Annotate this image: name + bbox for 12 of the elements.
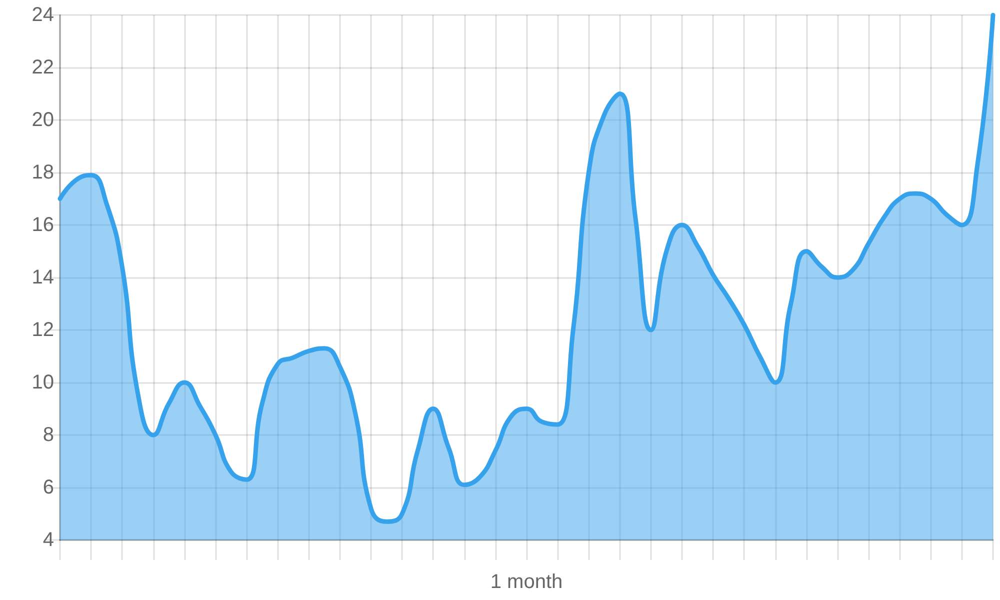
y-tick-label: 22: [32, 56, 54, 78]
y-tick-label: 12: [32, 319, 54, 341]
y-tick-label: 16: [32, 214, 54, 236]
y-tick-label: 8: [42, 424, 54, 446]
x-axis-title: 1 month: [490, 571, 563, 593]
y-tick-label: 14: [32, 266, 54, 288]
y-tick-label: 18: [32, 162, 54, 184]
y-tick-label: 24: [32, 4, 54, 26]
y-tick-label: 10: [32, 372, 54, 394]
y-tick-label: 4: [42, 529, 54, 551]
y-tick-label: 20: [32, 109, 54, 131]
y-tick-label: 6: [42, 476, 54, 498]
